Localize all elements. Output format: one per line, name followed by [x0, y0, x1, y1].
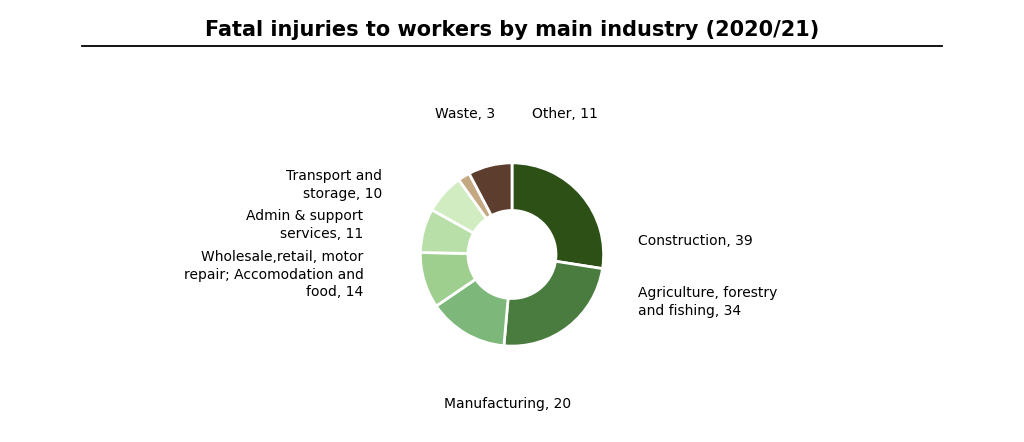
Text: Waste, 3: Waste, 3	[435, 107, 496, 121]
Wedge shape	[421, 252, 475, 306]
Wedge shape	[512, 163, 603, 269]
Text: Construction, 39: Construction, 39	[638, 234, 754, 248]
Text: Agriculture, forestry
and fishing, 34: Agriculture, forestry and fishing, 34	[638, 286, 778, 318]
Text: Other, 11: Other, 11	[532, 107, 598, 121]
Text: Manufacturing, 20: Manufacturing, 20	[443, 396, 571, 411]
Wedge shape	[459, 173, 492, 219]
Text: Wholesale,retail, motor
repair; Accomodation and
food, 14: Wholesale,retail, motor repair; Accomoda…	[183, 250, 364, 300]
Wedge shape	[469, 163, 512, 216]
Wedge shape	[504, 261, 602, 346]
Text: Fatal injuries to workers by main industry (2020/21): Fatal injuries to workers by main indust…	[205, 20, 819, 40]
Text: Admin & support
services, 11: Admin & support services, 11	[247, 209, 364, 241]
Wedge shape	[421, 210, 473, 254]
Text: Transport and
storage, 10: Transport and storage, 10	[286, 169, 382, 201]
Wedge shape	[436, 279, 508, 346]
Wedge shape	[432, 180, 486, 233]
